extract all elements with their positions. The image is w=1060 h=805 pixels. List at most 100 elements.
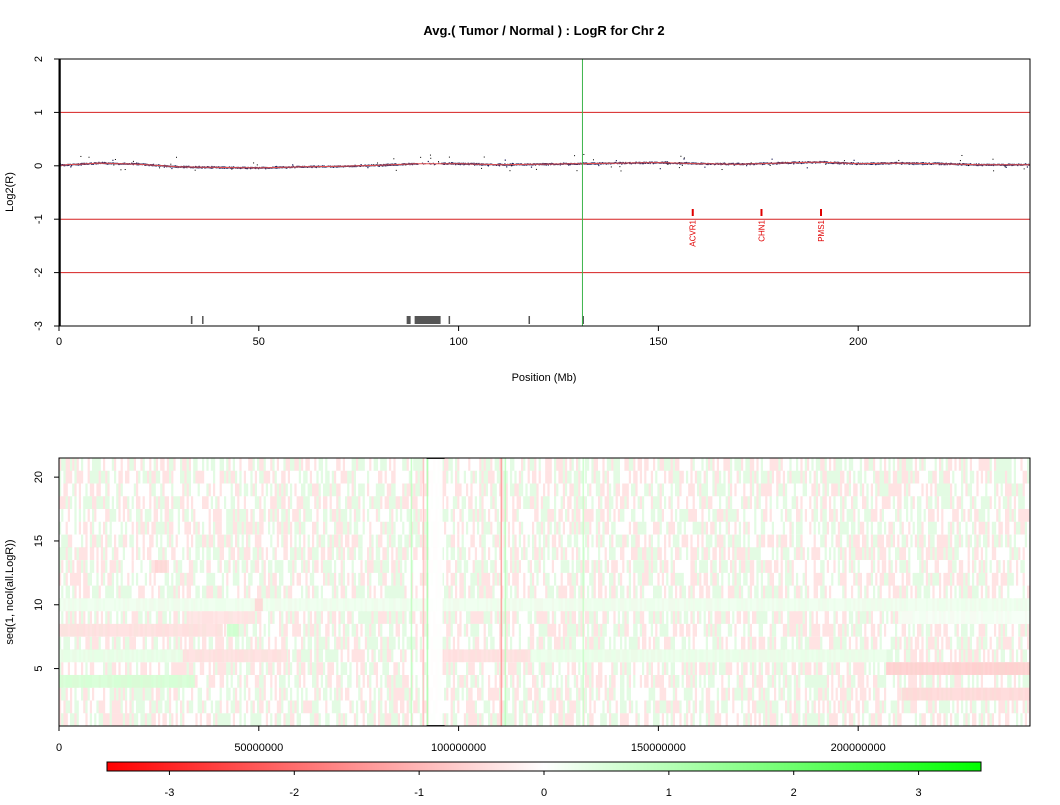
heatmap-row-noise-pos — [65, 496, 1030, 510]
y-axis: -3 -2 -1 0 1 2 — [33, 56, 59, 331]
y-tick-label: -1 — [33, 214, 45, 224]
heatmap-stripe — [504, 458, 507, 726]
logr-outlier — [80, 155, 82, 157]
logr-outlier — [576, 170, 578, 172]
heatmap-x-tick-label: 200000000 — [831, 742, 886, 754]
x-tick-label: 50 — [253, 336, 265, 348]
logr-outlier — [253, 162, 255, 164]
logr-outlier — [679, 162, 681, 164]
gap-block — [406, 316, 411, 324]
heatmap-segment — [902, 687, 1030, 701]
gene-label: PMS1 — [817, 219, 826, 241]
heatmap-segment — [226, 623, 239, 637]
logr-outlier — [170, 163, 172, 165]
heatmap-x-axis: 0 50000000 100000000 150000000 200000000 — [56, 726, 886, 754]
colorbar-tick-label: 1 — [666, 787, 672, 799]
heatmap-x-tick-label: 50000000 — [234, 742, 283, 754]
heatmap-y-tick-label: 5 — [33, 666, 45, 672]
gap-block — [582, 316, 584, 324]
heatmap-row-noise-pos — [61, 585, 1025, 599]
gap-block — [202, 316, 204, 324]
logr-outlier — [373, 164, 375, 166]
colorbar-tick-label: -2 — [289, 787, 299, 799]
colorbar — [106, 761, 982, 772]
gap-block — [190, 316, 193, 324]
logr-outlier — [683, 157, 685, 159]
y-tick-label: -3 — [33, 321, 45, 331]
colorbar-tick-label: -3 — [165, 787, 175, 799]
gap-block — [528, 316, 531, 324]
heatmap-row-noise-neg — [61, 560, 1019, 573]
gene-label: ACVR1 — [689, 219, 698, 246]
logr-outlier — [592, 159, 594, 161]
heatmap-stripe — [410, 458, 413, 726]
logr-outlier — [113, 164, 115, 166]
y-tick-label: -2 — [33, 268, 45, 278]
logr-outlier — [992, 158, 994, 160]
logr-outlier — [114, 158, 116, 160]
heatmap-segment — [59, 598, 1030, 612]
heatmap-row-noise-neg — [59, 687, 1030, 701]
logr-outlier — [721, 169, 723, 171]
heatmap-row-noise-neg — [61, 662, 1030, 675]
heatmap-segment — [530, 649, 887, 663]
heatmap-segment — [182, 649, 287, 663]
heatmap-row-noise-neg — [61, 675, 1030, 688]
heatmap-segment — [59, 649, 183, 663]
heatmap-x-tick-label: 150000000 — [631, 742, 686, 754]
heatmap-row-noise-neg — [59, 572, 1025, 586]
heatmap-y-tick-label: 10 — [33, 599, 45, 611]
heatmap-segment — [186, 611, 255, 624]
logr-outlier — [898, 159, 900, 161]
heatmap-row-noise-pos — [59, 636, 1030, 650]
heatmap-stripe — [500, 458, 503, 726]
logr-outlier — [680, 155, 682, 157]
x-axis: 0 50 100 150 200 — [56, 326, 867, 348]
logr-outlier — [175, 156, 177, 158]
logr-outlier — [1023, 168, 1025, 170]
logr-outlier — [535, 168, 537, 170]
logr-outlier — [843, 160, 845, 162]
logr-outlier — [429, 154, 431, 156]
logr-outlier — [825, 163, 827, 165]
heatmap-segment — [898, 611, 1030, 624]
heatmap-y-tick-label: 15 — [33, 535, 45, 547]
heatmap-row-noise-neg — [74, 585, 1030, 599]
colorbar-ticks: -3 -2 -1 0 1 2 3 — [165, 771, 922, 799]
logr-outlier — [420, 156, 422, 158]
colorbar-tick-label: 3 — [916, 787, 922, 799]
heatmap-row-noise-pos — [61, 509, 1016, 522]
heatmap-stripe — [582, 458, 585, 726]
heatmap-x-tick-label: 100000000 — [431, 742, 486, 754]
logr-outlier — [395, 169, 397, 171]
heatmap-row-noise-neg — [65, 470, 1028, 484]
reference-lines — [59, 58, 1030, 327]
logr-outlier — [481, 167, 483, 169]
y-axis-label: Log2(R) — [4, 172, 16, 212]
heatmap-segment — [254, 598, 263, 612]
heatmap-segment — [59, 674, 195, 688]
chart-title: Avg.( Tumor / Normal ) : LogR for Chr 2 — [423, 23, 664, 38]
heatmap-row-noise-pos — [59, 662, 1030, 675]
logr-outlier — [120, 169, 122, 171]
heatmap-row-noise-pos — [59, 470, 1030, 484]
heatmap-stripe — [422, 458, 425, 726]
logr-outlier — [124, 169, 126, 171]
x-tick-label: 200 — [849, 336, 867, 348]
y-tick-label: 1 — [33, 109, 45, 115]
logr-outlier — [993, 170, 995, 172]
colorbar-tick-label: 0 — [541, 787, 547, 799]
gap-block — [448, 316, 451, 324]
logr-outlier — [678, 167, 680, 169]
heatmap-row-noise-pos — [59, 675, 1030, 688]
heatmap-segment — [442, 649, 531, 663]
logr-outlier — [509, 170, 511, 172]
heatmap-row-noise-pos — [61, 713, 1023, 726]
heatmap-row-noise-neg — [59, 700, 1030, 714]
logr-outlier — [405, 164, 407, 166]
heatmap-row-noise-neg — [76, 623, 1030, 637]
heatmap-row-noise-pos — [59, 483, 1030, 497]
logr-outlier — [619, 166, 621, 168]
heatmap-row-noise-pos — [59, 521, 1027, 535]
